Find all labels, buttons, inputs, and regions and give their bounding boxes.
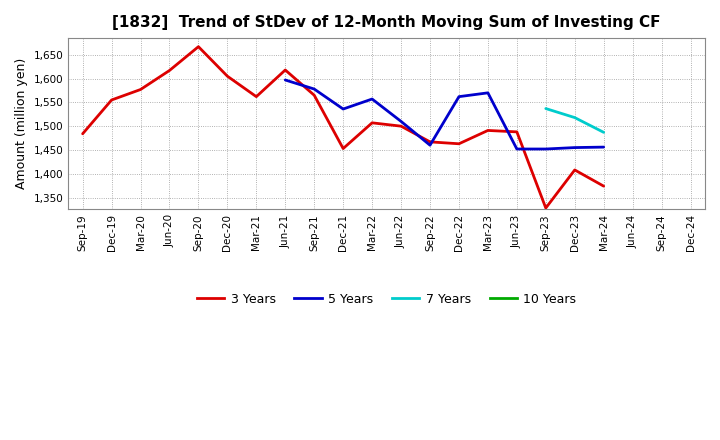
3 Years [599, 183, 608, 189]
5 Years [397, 119, 405, 124]
3 Years [281, 67, 289, 73]
3 Years [165, 68, 174, 73]
3 Years [513, 129, 521, 135]
7 Years [570, 115, 579, 120]
5 Years [599, 144, 608, 150]
5 Years [541, 147, 550, 152]
7 Years [599, 130, 608, 135]
3 Years [339, 146, 348, 151]
5 Years [368, 96, 377, 102]
5 Years [426, 143, 434, 148]
3 Years [397, 124, 405, 129]
Line: 3 Years: 3 Years [83, 47, 603, 208]
Y-axis label: Amount (million yen): Amount (million yen) [15, 58, 28, 189]
3 Years [541, 205, 550, 211]
3 Years [454, 141, 463, 147]
Legend: 3 Years, 5 Years, 7 Years, 10 Years: 3 Years, 5 Years, 7 Years, 10 Years [192, 288, 581, 311]
3 Years [484, 128, 492, 133]
Title: [1832]  Trend of StDev of 12-Month Moving Sum of Investing CF: [1832] Trend of StDev of 12-Month Moving… [112, 15, 661, 30]
3 Years [252, 94, 261, 99]
5 Years [454, 94, 463, 99]
3 Years [136, 87, 145, 92]
7 Years [541, 106, 550, 111]
Line: 7 Years: 7 Years [546, 109, 603, 132]
3 Years [107, 97, 116, 103]
3 Years [310, 92, 318, 98]
5 Years [484, 90, 492, 95]
3 Years [78, 131, 87, 136]
5 Years [339, 106, 348, 112]
Line: 5 Years: 5 Years [285, 80, 603, 149]
3 Years [368, 120, 377, 125]
5 Years [570, 145, 579, 150]
3 Years [570, 167, 579, 172]
5 Years [281, 77, 289, 83]
3 Years [426, 139, 434, 144]
3 Years [223, 73, 232, 79]
5 Years [310, 86, 318, 92]
3 Years [194, 44, 203, 49]
5 Years [513, 147, 521, 152]
